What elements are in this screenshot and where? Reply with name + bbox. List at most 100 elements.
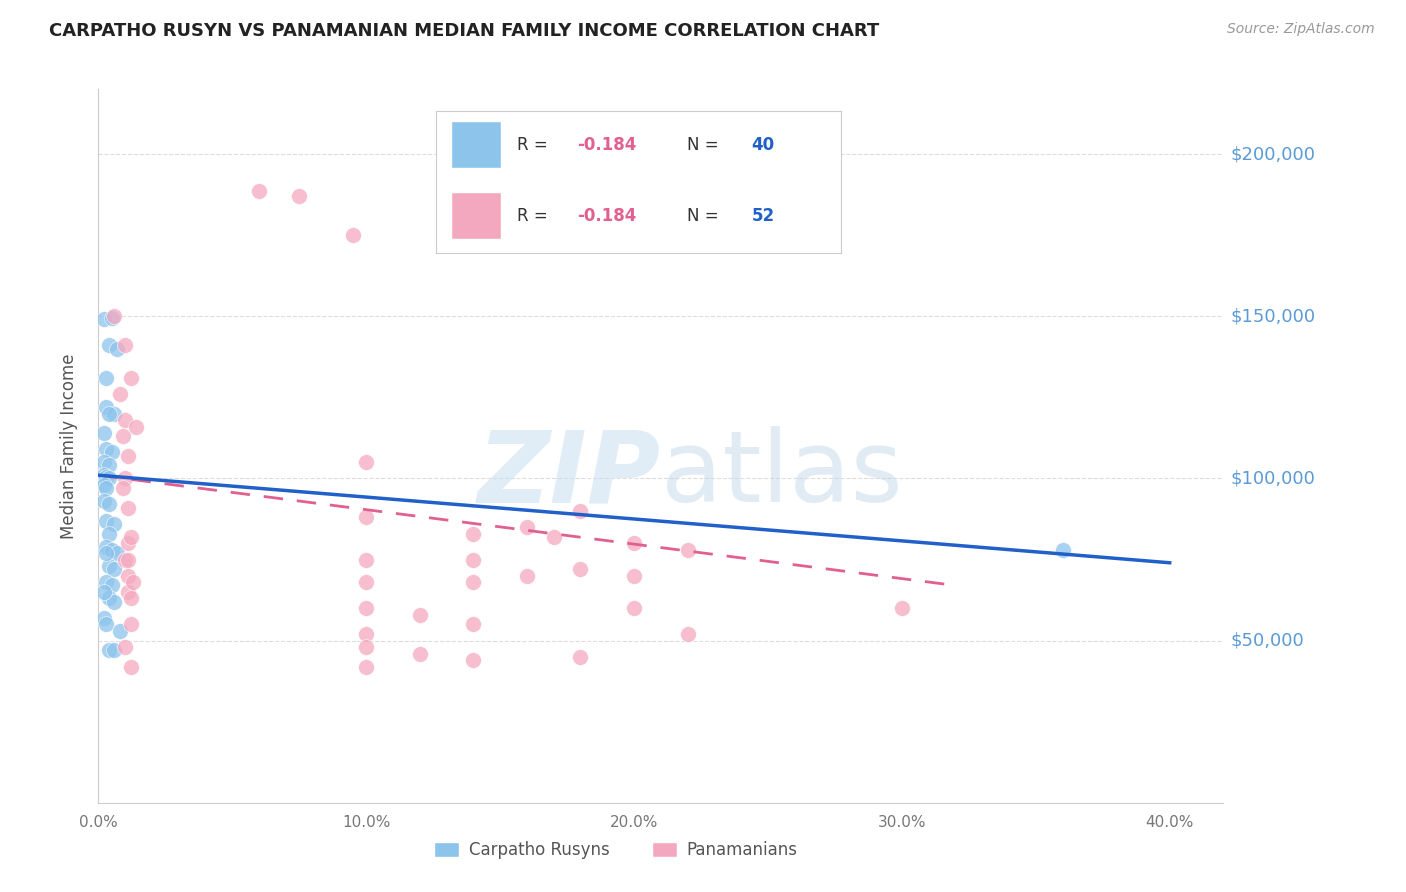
Point <box>120 659 142 673</box>
Point <box>288 189 311 203</box>
Point <box>120 530 142 544</box>
Legend: Carpatho Rusyns, Panamanians: Carpatho Rusyns, Panamanians <box>427 835 804 866</box>
Point <box>93 478 115 492</box>
Point <box>114 552 136 566</box>
Point <box>93 455 115 469</box>
Text: $150,000: $150,000 <box>1230 307 1316 326</box>
Point <box>103 643 125 657</box>
Text: ZIP: ZIP <box>478 426 661 523</box>
Text: $100,000: $100,000 <box>1230 469 1315 487</box>
Point <box>105 342 128 356</box>
Point <box>890 601 912 615</box>
Point <box>125 419 148 434</box>
Point <box>96 400 118 414</box>
Text: $200,000: $200,000 <box>1230 145 1315 163</box>
Point <box>108 387 131 401</box>
Y-axis label: Median Family Income: Median Family Income <box>59 353 77 539</box>
Point <box>114 413 136 427</box>
Point <box>93 585 115 599</box>
Point <box>93 468 115 483</box>
Point <box>117 449 139 463</box>
Point <box>101 542 124 557</box>
Point <box>103 516 125 531</box>
Point <box>354 510 377 524</box>
Text: $50,000: $50,000 <box>1230 632 1303 649</box>
Point <box>409 607 432 622</box>
Point <box>122 575 145 590</box>
Point <box>409 647 432 661</box>
Point <box>117 568 139 582</box>
Point <box>101 310 124 325</box>
Point <box>463 617 485 632</box>
Point <box>247 185 270 199</box>
Point <box>623 601 645 615</box>
Point <box>516 520 538 534</box>
Point <box>354 640 377 654</box>
Point <box>93 494 115 508</box>
Point <box>569 649 592 664</box>
Point <box>463 575 485 590</box>
Point <box>117 552 139 566</box>
Point <box>120 617 142 632</box>
Point <box>105 546 128 560</box>
Point <box>98 338 121 352</box>
Point <box>101 578 124 592</box>
Point <box>96 617 118 632</box>
Point <box>96 514 118 528</box>
Point <box>93 611 115 625</box>
Point <box>623 536 645 550</box>
Point <box>117 536 139 550</box>
Point <box>96 442 118 457</box>
Point <box>354 455 377 469</box>
Point <box>354 575 377 590</box>
Point <box>463 552 485 566</box>
Point <box>103 407 125 421</box>
Text: CARPATHO RUSYN VS PANAMANIAN MEDIAN FAMILY INCOME CORRELATION CHART: CARPATHO RUSYN VS PANAMANIAN MEDIAN FAMI… <box>49 22 880 40</box>
Point <box>120 591 142 606</box>
Point <box>98 497 121 511</box>
Point <box>354 627 377 641</box>
Point <box>114 640 136 654</box>
Point <box>676 627 699 641</box>
Point <box>93 425 115 440</box>
Point <box>354 601 377 615</box>
Point <box>96 540 118 554</box>
Point <box>114 471 136 485</box>
Point <box>98 407 121 421</box>
Point <box>342 228 364 243</box>
Point <box>96 371 118 385</box>
Point <box>96 481 118 495</box>
Point <box>111 429 134 443</box>
Point <box>117 585 139 599</box>
Text: Source: ZipAtlas.com: Source: ZipAtlas.com <box>1227 22 1375 37</box>
Point <box>111 481 134 495</box>
Point <box>516 568 538 582</box>
Point <box>354 552 377 566</box>
Point <box>108 624 131 638</box>
Point <box>117 500 139 515</box>
Point <box>623 568 645 582</box>
Point <box>120 371 142 385</box>
Point <box>114 338 136 352</box>
Point <box>463 653 485 667</box>
Point <box>98 458 121 473</box>
Point <box>543 530 565 544</box>
Point <box>96 546 118 560</box>
Point <box>98 559 121 574</box>
Point <box>676 542 699 557</box>
Point <box>103 595 125 609</box>
Point <box>98 591 121 606</box>
Point <box>569 504 592 518</box>
Point <box>101 445 124 459</box>
Point <box>1052 542 1074 557</box>
Point <box>96 575 118 590</box>
Text: atlas: atlas <box>661 426 903 523</box>
Point <box>96 470 118 484</box>
Point <box>98 471 121 485</box>
Point <box>103 310 125 324</box>
Point <box>569 562 592 576</box>
Point <box>98 643 121 657</box>
Point <box>93 312 115 326</box>
Point <box>354 659 377 673</box>
Point <box>103 562 125 576</box>
